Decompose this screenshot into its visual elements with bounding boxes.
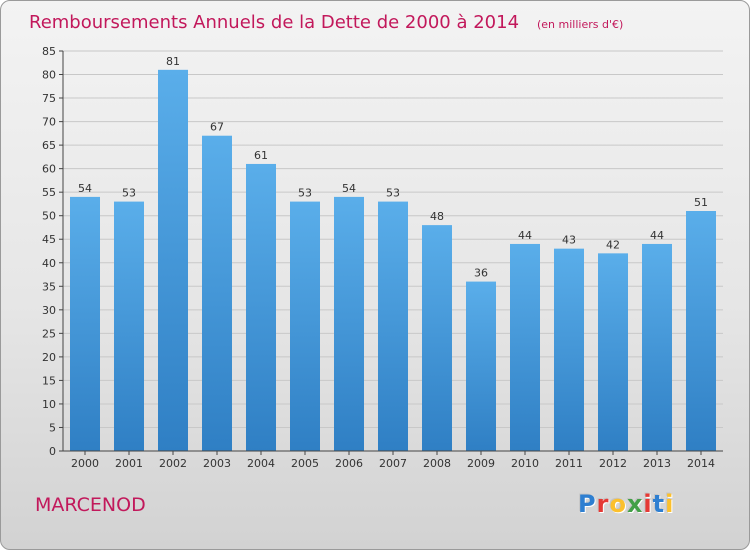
bar-value-label: 36	[474, 267, 488, 280]
bar-2000	[70, 196, 100, 451]
chart-unit-note: (en milliers d'€)	[537, 18, 623, 31]
x-tick-label: 2008	[423, 457, 451, 470]
bar-2011	[554, 248, 584, 451]
x-tick-label: 2013	[643, 457, 671, 470]
bar-2014	[686, 211, 716, 451]
logo-letter: t	[652, 490, 666, 518]
y-tick-label: 60	[42, 163, 56, 176]
bar-value-label: 67	[210, 121, 224, 134]
bar-2007	[378, 201, 408, 451]
bar-value-label: 53	[386, 187, 400, 200]
x-tick-label: 2006	[335, 457, 363, 470]
chart-title: Remboursements Annuels de la Dette de 20…	[29, 12, 519, 33]
y-tick-label: 25	[42, 327, 56, 340]
x-tick-label: 2009	[467, 457, 495, 470]
bar-value-label: 44	[650, 229, 664, 242]
x-tick-label: 2007	[379, 457, 407, 470]
logo-letter: o	[609, 490, 627, 518]
bar-2003	[202, 135, 232, 452]
bar-layer: 54 53 81 67 61 53 54 53 48 36 44 43 42 44 51	[70, 55, 716, 452]
bar-value-label: 42	[606, 238, 620, 251]
bar-2013	[642, 243, 672, 451]
x-tick-label: 2014	[687, 457, 715, 470]
bar-value-label: 54	[342, 182, 356, 195]
y-tick-label: 45	[42, 233, 56, 246]
y-tick-label: 40	[42, 257, 56, 270]
bar-2005	[290, 201, 320, 451]
y-tick-label: 80	[42, 69, 56, 82]
bar-2012	[598, 253, 628, 451]
y-tick-label: 30	[42, 304, 56, 317]
bar-2001	[114, 201, 144, 451]
y-tick-label: 85	[42, 45, 56, 58]
bar-value-label: 53	[298, 187, 312, 200]
bar-value-label: 81	[166, 55, 180, 68]
y-tick-label: 10	[42, 398, 56, 411]
x-tick-label: 2010	[511, 457, 539, 470]
y-tick-label: 35	[42, 280, 56, 293]
x-tick-label: 2002	[159, 457, 187, 470]
bar-2006	[334, 196, 364, 451]
bar-value-label: 54	[78, 182, 92, 195]
axis-layer: 0 5 10 15 20 25 30 35 40 45 50 55 60 65 70 75 80 85 2000 20…	[42, 45, 723, 470]
bar-2002	[158, 69, 188, 451]
bar-value-label: 48	[430, 210, 444, 223]
bar-2010	[510, 243, 540, 451]
proxiti-logo: Proxiti	[578, 490, 674, 518]
y-tick-label: 55	[42, 186, 56, 199]
x-tick-label: 2011	[555, 457, 583, 470]
bar-value-label: 51	[694, 196, 708, 209]
x-tick-label: 2005	[291, 457, 319, 470]
bar-2008	[422, 225, 452, 451]
commune-name: MARCENOD	[35, 494, 146, 516]
y-tick-label: 75	[42, 92, 56, 105]
logo-letter: r	[596, 490, 610, 518]
logo-letter: x	[626, 490, 644, 518]
y-tick-label: 0	[49, 445, 56, 458]
x-tick-label: 2004	[247, 457, 275, 470]
x-tick-label: 2003	[203, 457, 231, 470]
bar-2004	[246, 163, 276, 452]
y-tick-label: 15	[42, 374, 56, 387]
logo-letter: P	[578, 490, 597, 518]
y-tick-label: 20	[42, 351, 56, 364]
y-tick-label: 50	[42, 210, 56, 223]
x-tick-label: 2001	[115, 457, 143, 470]
x-tick-label: 2000	[71, 457, 99, 470]
bar-value-label: 43	[562, 234, 576, 247]
bar-value-label: 61	[254, 149, 268, 162]
x-tick-label: 2012	[599, 457, 627, 470]
y-tick-label: 70	[42, 116, 56, 129]
y-tick-label: 5	[49, 421, 56, 434]
bar-value-label: 44	[518, 229, 532, 242]
logo-letter: i	[643, 490, 653, 518]
bar-2009	[466, 281, 496, 451]
bar-value-label: 53	[122, 187, 136, 200]
logo-letter: i	[665, 490, 675, 518]
y-tick-label: 65	[42, 139, 56, 152]
